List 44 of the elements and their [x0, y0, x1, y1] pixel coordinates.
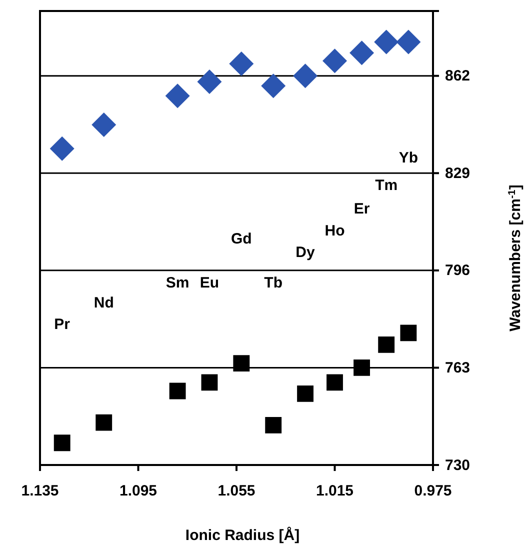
- annotation: Gd: [230, 230, 252, 248]
- x-tick-label: 1.095: [119, 482, 158, 500]
- point: [400, 324, 417, 342]
- point: [92, 112, 116, 138]
- x-tick-label: 0.975: [414, 482, 452, 500]
- annotation: Er: [354, 200, 370, 218]
- point: [354, 360, 370, 376]
- annotation: Ho: [324, 222, 345, 240]
- point: [322, 48, 347, 74]
- annotation: Pr: [54, 316, 70, 334]
- point: [201, 374, 218, 391]
- x-tick-label: 1.055: [218, 482, 256, 500]
- x-tick-label: 1.135: [21, 482, 59, 500]
- annotation: Yb: [398, 149, 418, 166]
- annotation: Nd: [94, 294, 114, 312]
- point: [326, 374, 343, 391]
- point: [197, 70, 222, 94]
- point: [50, 136, 74, 161]
- annotation: Eu: [200, 274, 220, 292]
- annotation: Tm: [375, 177, 398, 194]
- point: [297, 385, 314, 402]
- x-tick-label: 1.015: [316, 482, 354, 500]
- point: [165, 84, 190, 108]
- annotation: Tb: [264, 274, 283, 292]
- point: [169, 382, 186, 400]
- point: [229, 52, 254, 76]
- point: [374, 30, 399, 54]
- point: [261, 74, 286, 98]
- y-tick-label: 829: [445, 164, 470, 182]
- point: [96, 414, 112, 431]
- y-tick-label: 763: [445, 360, 470, 377]
- point: [54, 434, 70, 452]
- y-tick-label: 730: [445, 456, 470, 474]
- point: [350, 40, 374, 66]
- annotation: Dy: [296, 244, 316, 261]
- point: [378, 336, 395, 353]
- annotation: Sm: [166, 274, 190, 292]
- point: [293, 64, 318, 88]
- y-tick-label: 862: [445, 68, 470, 85]
- y-tick-label: 796: [445, 262, 470, 280]
- point: [265, 416, 282, 434]
- x-axis-title: Ionic Radius [Å]: [185, 526, 300, 544]
- point: [396, 30, 421, 54]
- point: [233, 355, 250, 372]
